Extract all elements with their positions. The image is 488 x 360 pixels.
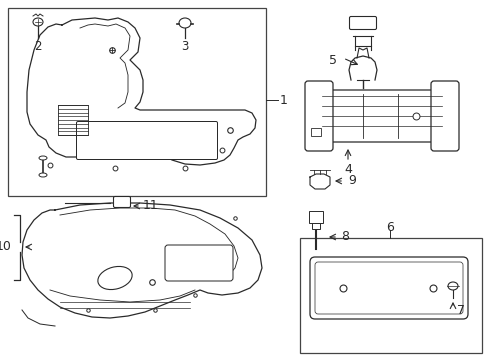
Bar [8,8,265,196]
Ellipse shape [39,173,47,177]
Bar [311,223,319,229]
FancyBboxPatch shape [317,90,445,142]
Text: 6: 6 [385,221,393,234]
FancyBboxPatch shape [305,81,332,151]
FancyBboxPatch shape [430,81,458,151]
FancyBboxPatch shape [309,257,467,319]
Bar [299,238,481,353]
Text: 9: 9 [347,175,355,188]
Text: 10: 10 [0,240,12,253]
Text: 1: 1 [280,94,287,107]
Text: 3: 3 [181,40,188,53]
Ellipse shape [179,18,191,28]
Text: 2: 2 [34,40,41,53]
FancyBboxPatch shape [113,197,130,207]
FancyBboxPatch shape [314,262,462,314]
Text: 7: 7 [456,305,464,318]
Text: 8: 8 [340,230,348,243]
Ellipse shape [33,18,43,26]
FancyBboxPatch shape [76,121,217,159]
Bar [308,211,323,223]
Text: 11: 11 [142,199,159,212]
Ellipse shape [39,156,47,160]
Ellipse shape [447,282,457,290]
Ellipse shape [98,266,132,289]
Text: 5: 5 [328,54,336,67]
Text: 4: 4 [344,163,351,176]
Bar [310,128,320,136]
FancyBboxPatch shape [164,245,232,281]
FancyBboxPatch shape [349,17,376,30]
